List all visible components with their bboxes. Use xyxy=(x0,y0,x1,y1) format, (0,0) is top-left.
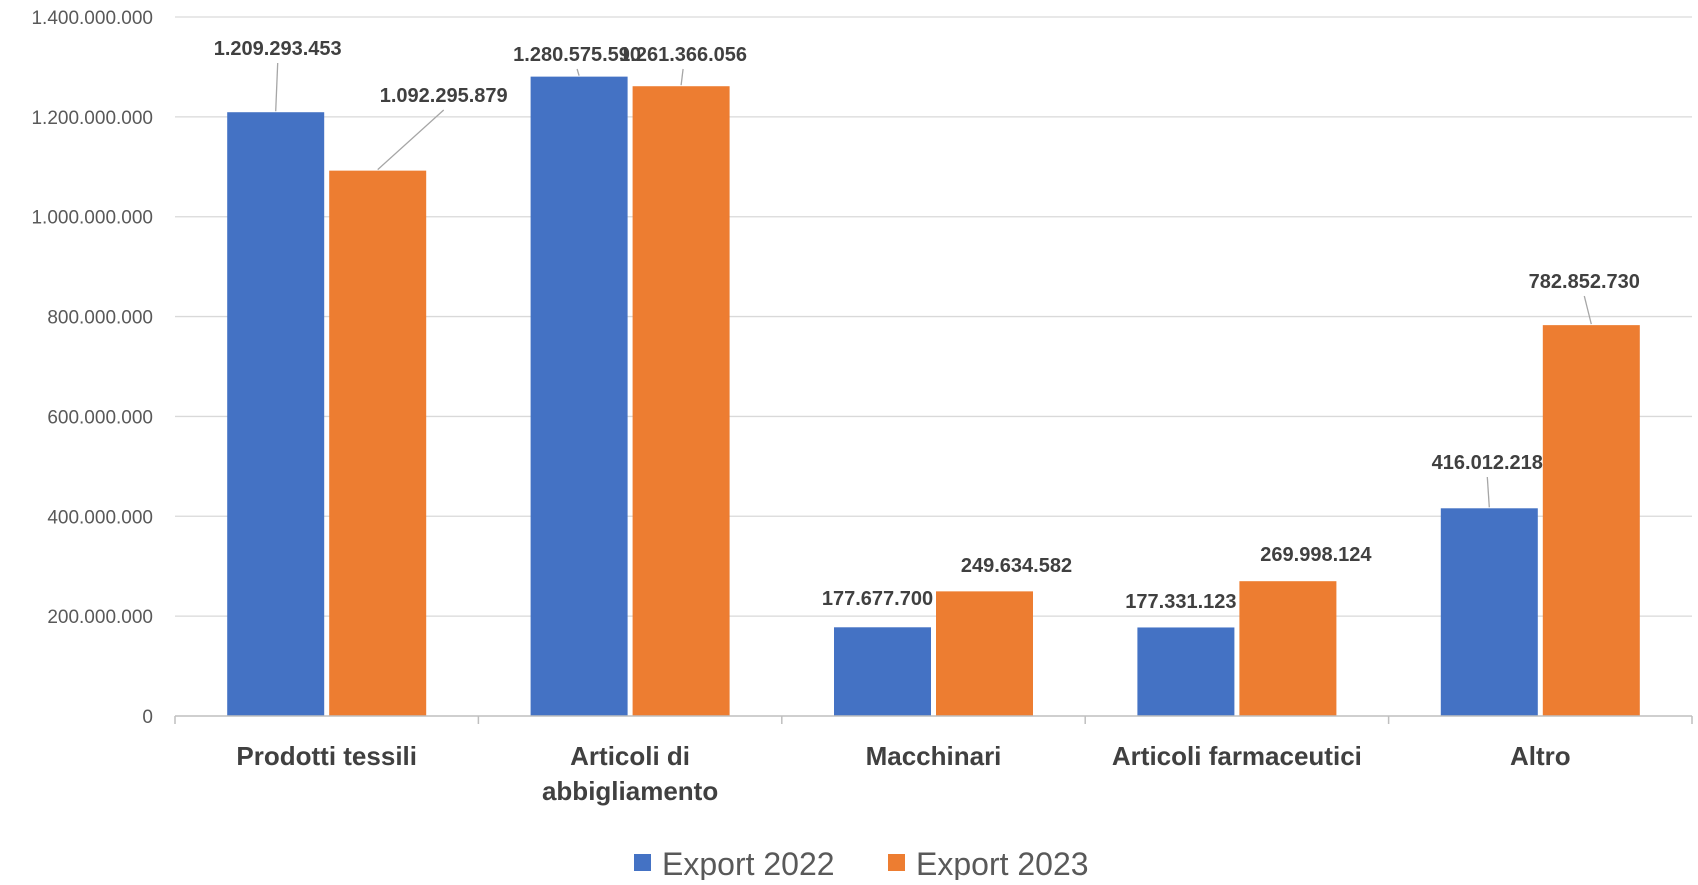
leader-line xyxy=(1486,476,1490,508)
bar-export-2022 xyxy=(227,112,325,717)
x-category-label: Prodotti tessili xyxy=(236,741,417,771)
gridlines xyxy=(175,16,1692,617)
data-label-leader-lines xyxy=(275,62,1592,508)
data-label: 269.998.124 xyxy=(1260,544,1372,566)
data-label: 249.634.582 xyxy=(961,555,1072,577)
data-labels: 1.209.293.453 1.280.575.590 177.677.700 177… xyxy=(214,38,1640,613)
y-tick-label: 1.400.000.000 xyxy=(31,8,153,29)
bar-export-2022 xyxy=(1137,627,1235,716)
legend-swatch xyxy=(634,854,651,871)
x-category-label: Articoli farmaceutici xyxy=(1112,741,1362,771)
bar-export-2023 xyxy=(1542,325,1640,716)
y-tick-label: 200.000.000 xyxy=(47,607,153,628)
leader-line xyxy=(377,109,445,171)
bar-export-2022 xyxy=(834,627,931,716)
data-label: 177.331.123 xyxy=(1125,591,1236,613)
legend-item-export-2023: Export 2023 xyxy=(888,846,1089,882)
bar-export-2023 xyxy=(632,86,730,716)
data-label: 782.852.730 xyxy=(1529,271,1640,293)
legend-label: Export 2022 xyxy=(662,846,835,880)
bars xyxy=(227,76,1640,717)
x-category-label: Altro xyxy=(1510,741,1571,771)
y-tick-label: 800.000.000 xyxy=(47,308,153,329)
y-tick-label: 0 xyxy=(142,707,153,728)
x-category-label: Macchinari xyxy=(866,741,1002,771)
data-label: 1.280.575.590 xyxy=(513,44,641,66)
bar-export-2023 xyxy=(329,170,427,717)
data-label: 1.209.293.453 xyxy=(214,38,342,60)
x-axis-category-labels: Prodotti tessili Articoli di abbigliamento… xyxy=(236,741,1570,806)
x-category-label: Articoli di abbigliamento xyxy=(542,741,718,806)
bar-export-2023 xyxy=(1239,581,1337,716)
y-tick-label: 1.000.000.000 xyxy=(31,208,153,229)
data-label: 1.092.295.879 xyxy=(380,85,508,107)
y-axis-tick-labels: 0 200.000.000 400.000.000 600.000.000 800.00… xyxy=(31,8,153,728)
y-tick-label: 400.000.000 xyxy=(47,507,153,528)
leader-line xyxy=(680,68,684,86)
leader-line xyxy=(275,62,279,112)
legend-swatch xyxy=(888,854,905,871)
bar-export-2022 xyxy=(530,76,628,717)
leader-line xyxy=(576,68,580,76)
y-tick-label: 600.000.000 xyxy=(47,407,153,428)
bar-export-2022 xyxy=(1440,508,1538,716)
bar-export-2023 xyxy=(936,591,1033,716)
legend: Export 2022 Export 2023 xyxy=(634,846,1089,882)
y-tick-label: 1.200.000.000 xyxy=(31,108,153,129)
data-label: 416.012.218 xyxy=(1432,452,1543,474)
data-label: 177.677.700 xyxy=(822,588,933,610)
leader-line xyxy=(1583,295,1592,325)
x-axis xyxy=(174,715,1693,724)
legend-label: Export 2023 xyxy=(916,846,1089,880)
legend-item-export-2022: Export 2022 xyxy=(634,846,835,882)
data-label: 1.261.366.056 xyxy=(619,44,747,66)
